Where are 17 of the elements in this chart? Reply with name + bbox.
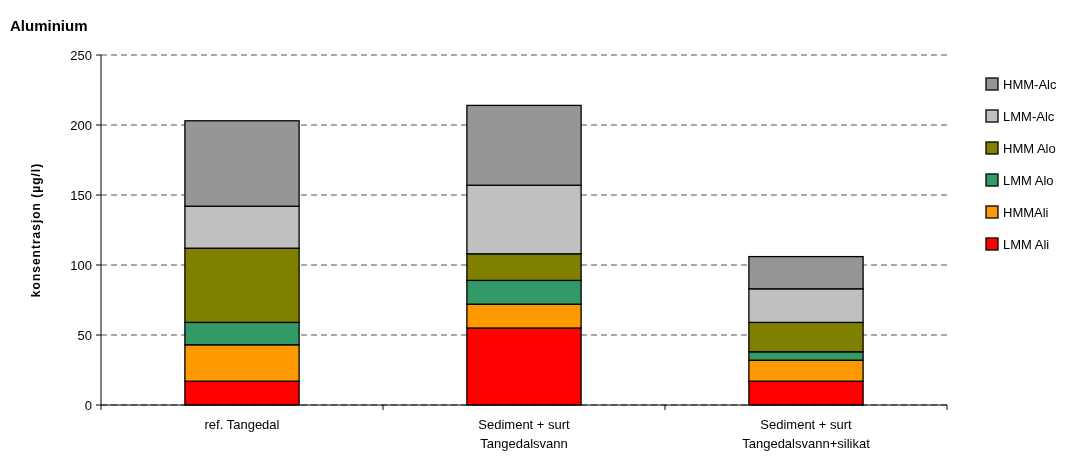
y-tick-label: 150	[70, 187, 92, 203]
legend-label: LMM Ali	[1003, 236, 1050, 252]
legend-label: LMM Alo	[1003, 172, 1054, 188]
x-tick-label: ref. Tangedal	[204, 417, 280, 432]
legend-label: LMM-Alc	[1003, 108, 1055, 124]
y-tick-label: 200	[70, 117, 92, 133]
y-tick-label: 100	[70, 257, 92, 273]
y-tick-label: 0	[84, 397, 92, 413]
y-tick-label: 50	[77, 327, 92, 343]
y-axis-title: konsentrasjon (µg/l)	[29, 162, 43, 298]
legend-label: HMMAli	[1003, 204, 1049, 220]
legend-label: HMM-Alc	[1003, 76, 1057, 92]
x-tick-label: Sediment + surt Tangedalsvann	[478, 417, 571, 451]
x-tick-label: Sediment + surt Tangedalsvann+silikat	[742, 417, 871, 451]
y-tick-label: 250	[70, 47, 92, 63]
legend-label: HMM Alo	[1003, 140, 1056, 156]
chart-title: Aluminium	[10, 17, 88, 34]
